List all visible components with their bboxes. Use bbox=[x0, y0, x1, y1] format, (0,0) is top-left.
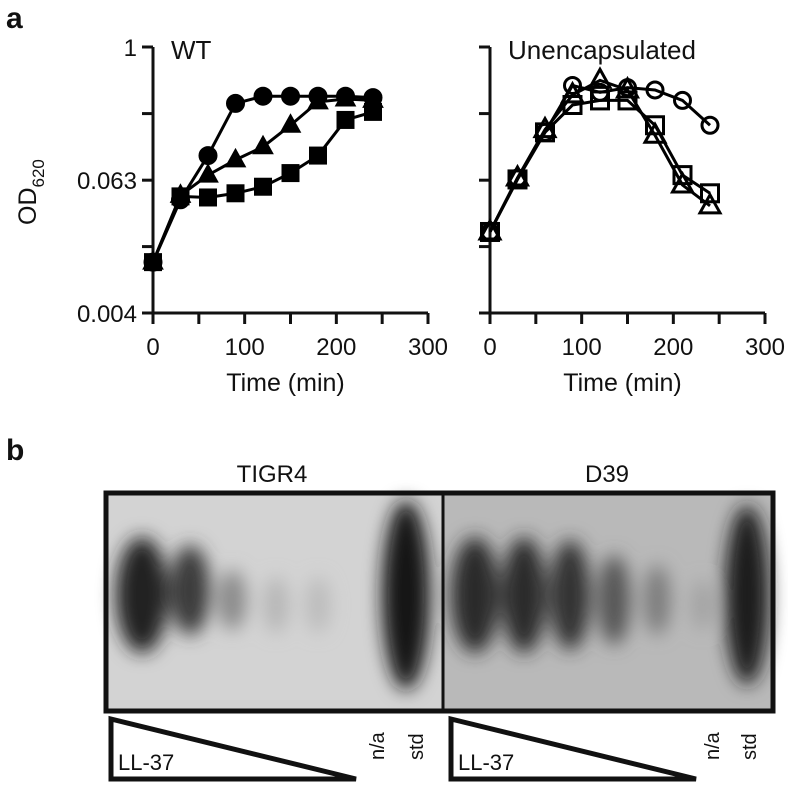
x-tick-label: 200 bbox=[316, 334, 356, 361]
y-axis-label-subscript: 620 bbox=[29, 159, 48, 187]
point bbox=[645, 115, 665, 136]
point bbox=[224, 147, 247, 168]
point bbox=[563, 75, 582, 95]
point bbox=[672, 165, 693, 186]
strain-label: TIGR4 bbox=[237, 461, 308, 488]
strain-label: D39 bbox=[585, 461, 629, 488]
point bbox=[700, 115, 720, 135]
point bbox=[171, 187, 190, 206]
x-tick-label: 300 bbox=[745, 334, 785, 361]
x-tick-label: 0 bbox=[146, 334, 159, 361]
point bbox=[281, 164, 300, 183]
point bbox=[364, 102, 382, 121]
treatment-label: LL-37 bbox=[118, 750, 174, 775]
lane-label: std bbox=[406, 733, 428, 760]
y-tick-label: 1 bbox=[124, 35, 137, 62]
point bbox=[197, 163, 219, 183]
point bbox=[700, 183, 720, 204]
y-tick-label: 0.063 bbox=[77, 168, 137, 195]
point bbox=[309, 146, 327, 165]
x-tick-label: 100 bbox=[562, 334, 602, 361]
point bbox=[587, 66, 613, 89]
point bbox=[532, 115, 558, 139]
point bbox=[504, 163, 531, 187]
y-tick-label: 0.004 bbox=[77, 301, 137, 328]
gradient-wedge bbox=[108, 715, 357, 782]
point bbox=[281, 86, 300, 106]
point bbox=[199, 188, 217, 207]
point bbox=[697, 191, 723, 215]
point bbox=[307, 89, 329, 110]
panel-label: a bbox=[6, 2, 23, 35]
point bbox=[254, 177, 272, 196]
point bbox=[253, 86, 273, 106]
y-axis-label-main: OD bbox=[14, 188, 42, 226]
x-tick-label: 0 bbox=[483, 334, 496, 361]
gel bbox=[103, 490, 776, 714]
y-axis-label: OD620 bbox=[14, 159, 48, 225]
point bbox=[252, 134, 274, 155]
treatment-label: LL-37 bbox=[458, 750, 514, 775]
series-line bbox=[488, 78, 711, 233]
point bbox=[336, 110, 355, 129]
line-chart: 0.004 0.063 1 0 100 200 300 Time (min) WT OD620 bbox=[14, 35, 448, 397]
point bbox=[559, 80, 586, 104]
point bbox=[144, 253, 162, 272]
charts: 0.004 0.063 1 0 100 200 300 Time (min) WT OD620 0 1… bbox=[14, 35, 785, 397]
line-chart: 0 100 200 300 Time (min) Unencapsulated bbox=[477, 35, 785, 397]
lane-label: std bbox=[739, 733, 761, 760]
point bbox=[673, 90, 692, 110]
lane-label: n/a bbox=[702, 731, 724, 760]
point bbox=[645, 80, 665, 100]
point bbox=[226, 93, 245, 113]
point bbox=[535, 122, 555, 143]
x-axis-label: Time (min) bbox=[563, 369, 682, 397]
point bbox=[226, 184, 245, 203]
point bbox=[562, 95, 583, 116]
gradient-wedge bbox=[448, 715, 697, 782]
x-tick-label: 300 bbox=[408, 334, 448, 361]
x-tick-label: 100 bbox=[225, 334, 265, 361]
x-tick-label: 200 bbox=[653, 334, 693, 361]
point bbox=[334, 86, 357, 107]
point bbox=[614, 75, 641, 99]
chart-title: Unencapsulated bbox=[508, 35, 696, 65]
point bbox=[480, 221, 500, 242]
panel-label: b bbox=[6, 434, 24, 467]
lane-label: n/a bbox=[367, 731, 389, 760]
point bbox=[617, 90, 638, 111]
point bbox=[279, 113, 302, 133]
x-axis-label: Time (min) bbox=[226, 369, 345, 397]
point bbox=[198, 146, 218, 166]
chart-title: WT bbox=[171, 35, 212, 65]
point bbox=[507, 169, 528, 190]
point bbox=[590, 90, 610, 111]
